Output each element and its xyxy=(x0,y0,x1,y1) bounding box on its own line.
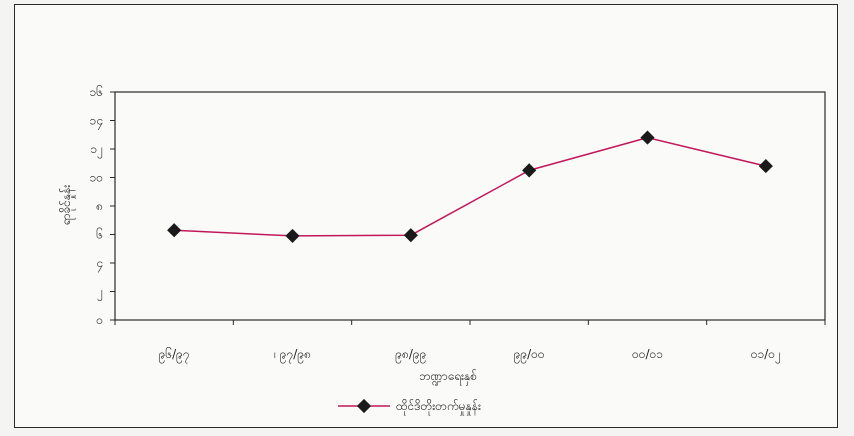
y-tick-label: ၁၂ xyxy=(90,142,103,159)
y-tick-label: ၁၆ xyxy=(90,84,104,99)
y-tick-label: ၈ xyxy=(96,199,103,213)
data-point-marker xyxy=(522,163,537,178)
legend-entry-label: ထိုင်ဒိတိုးတက်မှုနှုန်း xyxy=(396,398,481,416)
y-tick-label: ၂ xyxy=(97,285,103,302)
data-point-marker xyxy=(640,130,655,145)
data-point-marker xyxy=(285,228,300,243)
x-tick-label: ၊ ၉၇/၉၈ xyxy=(274,347,311,364)
series-line xyxy=(174,136,767,237)
x-tick-label: ၀၁/၀၂ xyxy=(751,347,781,364)
y-tick-label: ၆ xyxy=(96,227,103,242)
y-tick-label: ၁၀ xyxy=(90,171,104,185)
x-tick-label: ၉၈/၉၉ xyxy=(395,347,426,364)
data-point-marker xyxy=(167,223,182,238)
y-axis-title: ရာခိုင်နှုန်း xyxy=(58,185,76,226)
y-tick-label: ၁၄ xyxy=(90,114,104,131)
x-tick-label: ၀၀/၀၁ xyxy=(632,347,663,361)
data-point-marker xyxy=(403,228,418,243)
x-tick-label: ၉၆/၉၇ xyxy=(159,346,190,364)
legend: ထိုင်ဒိတိုးတက်မှုနှုန်း xyxy=(338,398,481,416)
chart-frame xyxy=(14,4,838,428)
plot-area xyxy=(114,91,826,321)
x-tick-label: ၉၉/၀၀ xyxy=(514,347,545,364)
legend-marker-swatch xyxy=(356,398,372,414)
x-axis-title: ဘဏ္ဍာရေးနှစ် xyxy=(419,368,477,386)
y-tick-label: ၄ xyxy=(96,256,103,273)
data-point-marker xyxy=(758,159,773,174)
y-tick-label: ၀ xyxy=(96,313,103,327)
